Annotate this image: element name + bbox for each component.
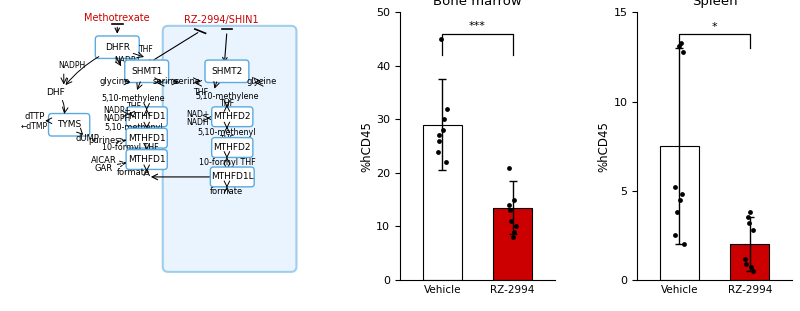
Text: formate: formate	[210, 187, 243, 196]
Text: MTHFD1: MTHFD1	[128, 134, 166, 143]
Text: THF: THF	[193, 88, 208, 97]
Point	[505, 219, 518, 224]
Point	[434, 37, 447, 42]
FancyBboxPatch shape	[95, 36, 139, 58]
Point	[678, 242, 690, 247]
Point	[676, 192, 689, 197]
Text: MTHFD2: MTHFD2	[214, 112, 251, 121]
Text: glycine: glycine	[99, 77, 130, 86]
Point	[439, 160, 452, 165]
Text: serine: serine	[152, 77, 178, 86]
Point	[742, 215, 754, 220]
Text: dTTP: dTTP	[24, 112, 45, 121]
FancyBboxPatch shape	[210, 167, 254, 187]
Point	[510, 224, 522, 229]
Title: Bone marrow: Bone marrow	[433, 0, 522, 8]
Point	[507, 197, 520, 202]
FancyBboxPatch shape	[125, 60, 169, 82]
Text: GAR: GAR	[95, 165, 113, 174]
Text: SHMT2: SHMT2	[211, 67, 242, 76]
Bar	[730, 244, 769, 280]
Text: MTHFD1: MTHFD1	[128, 112, 166, 121]
Text: serine: serine	[175, 77, 202, 86]
Point	[502, 202, 515, 207]
Text: NADPH: NADPH	[58, 62, 86, 70]
Title: Spleen: Spleen	[692, 0, 738, 8]
Text: 10-formyl THF: 10-formyl THF	[102, 143, 159, 152]
Text: ←dTMP: ←dTMP	[21, 122, 48, 131]
Point	[740, 261, 753, 266]
Point	[502, 165, 515, 170]
Point	[433, 133, 446, 138]
Text: 5,10-methenyl: 5,10-methenyl	[198, 128, 256, 137]
Text: THF: THF	[139, 45, 154, 54]
FancyBboxPatch shape	[212, 137, 253, 157]
Point	[506, 234, 519, 239]
Text: TYMS: TYMS	[57, 120, 82, 129]
Point	[742, 220, 755, 225]
Point	[440, 106, 453, 111]
Text: AICAR: AICAR	[91, 156, 117, 165]
Text: RZ-2994/SHIN1: RZ-2994/SHIN1	[184, 16, 259, 26]
Point	[674, 197, 686, 202]
Point	[745, 265, 758, 270]
Point	[671, 210, 684, 215]
Point	[746, 268, 759, 273]
Text: THF: THF	[219, 99, 234, 108]
Point	[669, 185, 682, 190]
Text: ***: ***	[469, 21, 486, 31]
FancyBboxPatch shape	[205, 60, 249, 82]
Text: NADP+: NADP+	[114, 56, 142, 65]
Point	[437, 128, 450, 132]
Point	[433, 138, 446, 143]
Text: 5,10-methylene: 5,10-methylene	[195, 92, 258, 101]
Text: 5,10-methenyl: 5,10-methenyl	[104, 123, 162, 132]
Point	[431, 149, 444, 154]
Text: 10-formyl THF: 10-formyl THF	[198, 158, 255, 167]
Text: NAD+: NAD+	[186, 109, 209, 118]
FancyBboxPatch shape	[126, 150, 167, 169]
Point	[738, 256, 751, 261]
FancyBboxPatch shape	[126, 128, 167, 148]
Text: formate: formate	[117, 169, 150, 177]
FancyBboxPatch shape	[49, 114, 90, 136]
Text: NADPH: NADPH	[104, 114, 131, 123]
Point	[673, 44, 686, 49]
Point	[508, 229, 521, 234]
Text: Methotrexate: Methotrexate	[85, 13, 150, 23]
Bar	[493, 208, 532, 280]
FancyBboxPatch shape	[162, 26, 297, 272]
Text: *: *	[712, 22, 718, 32]
Y-axis label: %hCD45: %hCD45	[360, 121, 374, 172]
Point	[503, 208, 516, 213]
Point	[744, 210, 757, 215]
Point	[438, 117, 451, 122]
FancyBboxPatch shape	[126, 107, 167, 127]
FancyBboxPatch shape	[212, 107, 253, 127]
Text: DHFR: DHFR	[105, 43, 130, 52]
Text: MTHFD1L: MTHFD1L	[211, 172, 254, 181]
Text: NADP+: NADP+	[103, 105, 131, 114]
Text: glycine: glycine	[246, 77, 277, 86]
Text: MTHFD1: MTHFD1	[128, 155, 166, 164]
Point	[674, 40, 687, 45]
Text: 5,10-methylene: 5,10-methylene	[102, 94, 165, 103]
Point	[669, 233, 682, 238]
Text: THF: THF	[126, 130, 141, 139]
Text: dUMP: dUMP	[76, 134, 100, 143]
Y-axis label: %hCD45: %hCD45	[598, 121, 610, 172]
Text: THF: THF	[126, 102, 141, 110]
Text: NADH: NADH	[186, 118, 209, 127]
Text: THF: THF	[219, 135, 234, 144]
Text: MTHFD2: MTHFD2	[214, 143, 251, 152]
Text: purines: purines	[88, 136, 120, 145]
Point	[746, 227, 759, 232]
Text: SHMT1: SHMT1	[131, 67, 162, 76]
Point	[676, 49, 689, 54]
Bar	[423, 125, 462, 280]
Text: DHF: DHF	[46, 88, 65, 97]
Bar	[660, 146, 699, 280]
